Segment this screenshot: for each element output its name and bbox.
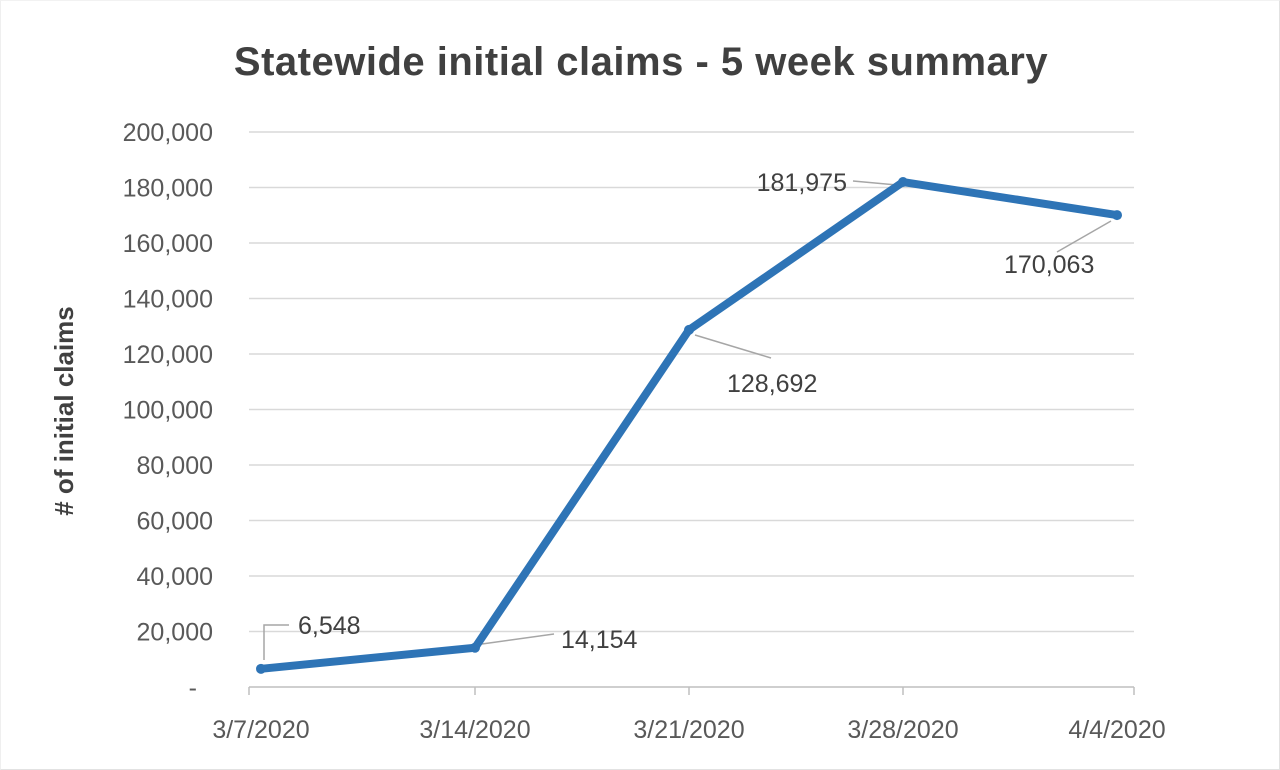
y-tick-label: 20,000 bbox=[137, 619, 213, 647]
y-tick-label: 200,000 bbox=[123, 119, 213, 147]
data-point-marker bbox=[898, 177, 908, 188]
x-tick-label: 4/4/2020 bbox=[1068, 716, 1165, 744]
y-tick-label: 40,000 bbox=[137, 563, 213, 591]
y-tick-label: 140,000 bbox=[123, 286, 213, 314]
data-point-marker bbox=[470, 642, 480, 653]
series-polyline bbox=[257, 178, 1121, 673]
x-tick-label: 3/14/2020 bbox=[419, 716, 530, 744]
y-tick-label: 80,000 bbox=[137, 452, 213, 480]
y-tick-label: 180,000 bbox=[123, 175, 213, 203]
gridlines bbox=[249, 131, 1134, 633]
data-point-marker bbox=[1112, 210, 1122, 221]
series-line bbox=[256, 177, 1122, 674]
y-tick-label: 160,000 bbox=[123, 230, 213, 258]
data-label-leader-line bbox=[481, 633, 555, 645]
y-axis-title: # of initial claims bbox=[49, 306, 79, 516]
chart-title: Statewide initial claims - 5 week summar… bbox=[234, 40, 1048, 84]
y-tick-label: 100,000 bbox=[123, 397, 213, 425]
y-tick-labels: - 20,000 40,000 60,000 80,000 100,000 120,000 1… bbox=[123, 119, 213, 702]
data-label: 128,692 bbox=[727, 370, 817, 398]
data-label: 6,548 bbox=[298, 612, 361, 640]
y-tick-label: 60,000 bbox=[137, 508, 213, 536]
y-tick-label: - bbox=[189, 674, 197, 702]
data-point-marker bbox=[256, 663, 266, 674]
data-label: 181,975 bbox=[757, 169, 847, 197]
x-tick-label: 3/28/2020 bbox=[847, 716, 958, 744]
data-point-marker bbox=[684, 324, 694, 335]
data-label: 14,154 bbox=[561, 626, 638, 654]
data-labels: 6,548 14,154 128,692 181,975 170,063 bbox=[298, 169, 1094, 654]
leader-lines bbox=[263, 180, 1112, 660]
data-label-leader-line bbox=[1056, 220, 1112, 253]
x-axis bbox=[248, 686, 1135, 695]
data-label: 170,063 bbox=[1004, 251, 1094, 279]
y-tick-label: 120,000 bbox=[123, 341, 213, 369]
x-tick-label: 3/7/2020 bbox=[212, 716, 309, 744]
data-label-leader-line bbox=[263, 624, 289, 660]
data-label-leader-line bbox=[694, 334, 772, 359]
x-tick-label: 3/21/2020 bbox=[633, 716, 744, 744]
data-label-leader-line bbox=[852, 180, 898, 186]
x-tick-labels: 3/7/2020 3/14/2020 3/21/2020 3/28/2020 4/4/2… bbox=[212, 716, 1165, 744]
